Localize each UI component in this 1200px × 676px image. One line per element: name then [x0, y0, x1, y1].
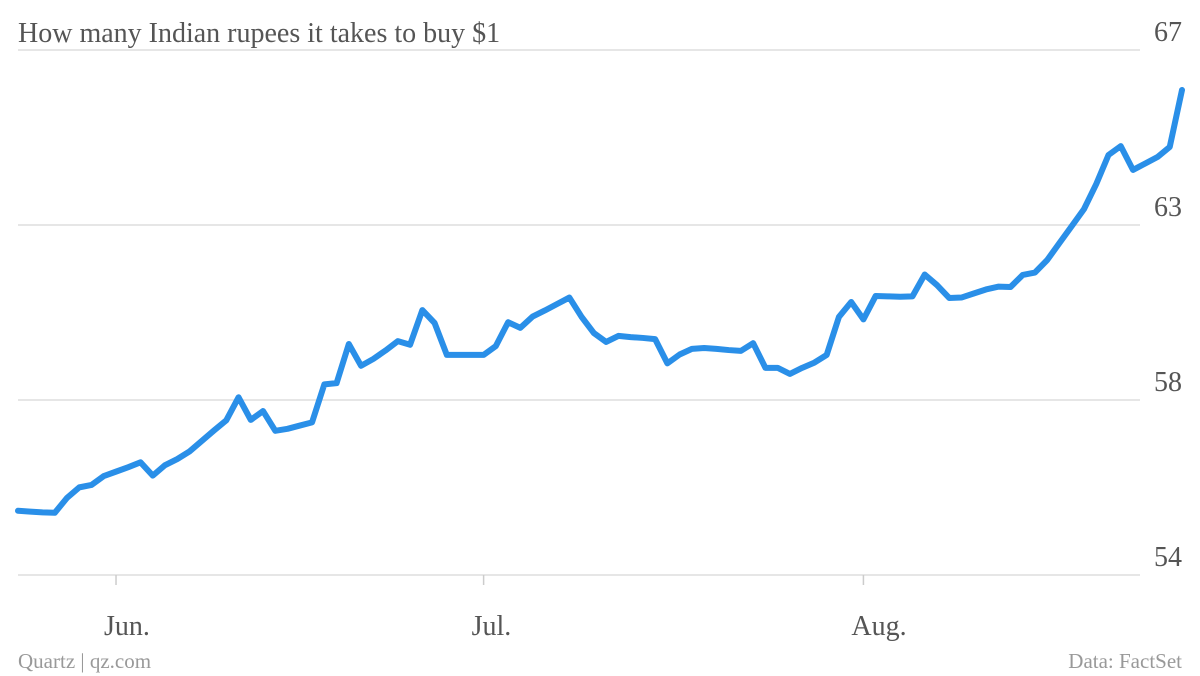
data-line [15, 86, 1185, 516]
source: Data: FactSet [1068, 649, 1182, 673]
y-tick-label: 54 [1154, 542, 1182, 573]
credit: Quartz | qz.com [18, 649, 151, 673]
y-tick-label: 63 [1154, 192, 1182, 223]
x-tick-label: Jun. [104, 611, 150, 642]
chart-title: How many Indian rupees it takes to buy $… [18, 18, 500, 49]
y-tick-label: 67 [1154, 17, 1182, 48]
y-tick-label: 58 [1154, 367, 1182, 398]
x-tick-label: Aug. [851, 611, 906, 642]
x-tick-label: Jul. [472, 611, 512, 642]
